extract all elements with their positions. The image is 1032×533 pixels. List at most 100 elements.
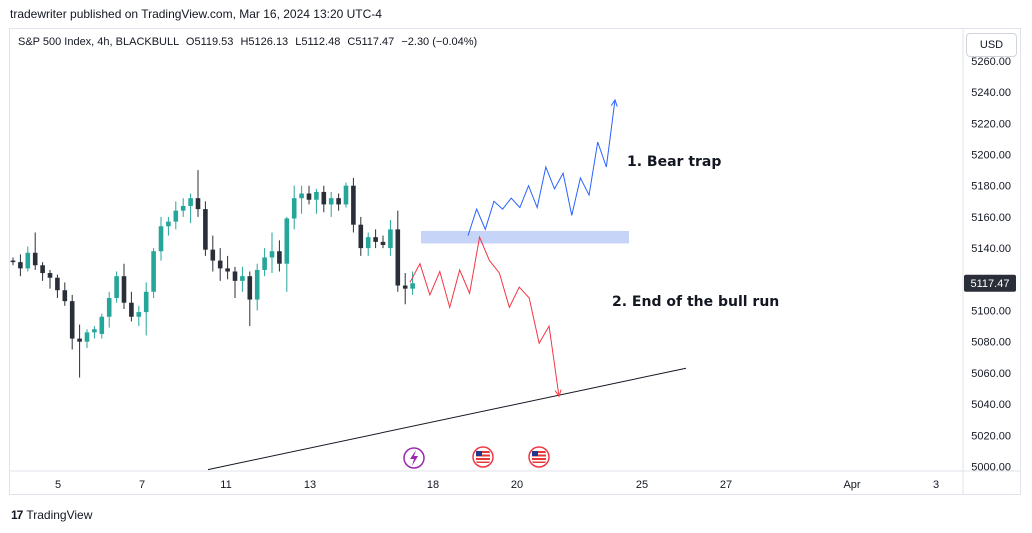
candle[interactable]: [40, 262, 45, 281]
candle[interactable]: [240, 266, 245, 292]
footer-brand[interactable]: 17 TradingView: [11, 508, 92, 522]
candle[interactable]: [210, 235, 216, 272]
candle-body: [232, 271, 238, 281]
change-value: −2.30 (−0.04%): [401, 36, 478, 48]
candle[interactable]: [328, 191, 334, 217]
candle[interactable]: [225, 255, 230, 280]
trendline[interactable]: [207, 367, 687, 471]
candles[interactable]: [10, 170, 415, 378]
candle[interactable]: [291, 185, 297, 230]
price-tick-label: 5080.00: [971, 337, 1011, 349]
candle[interactable]: [269, 232, 275, 274]
candle[interactable]: [77, 324, 82, 378]
price-tick-label: 5060.00: [971, 368, 1011, 380]
candle[interactable]: [365, 232, 371, 256]
candle[interactable]: [114, 271, 119, 303]
candle[interactable]: [299, 185, 304, 214]
time-tick-label: Apr: [843, 479, 860, 491]
price-tick-label: 5200.00: [971, 150, 1011, 162]
price-tick-label: 5100.00: [971, 306, 1011, 318]
candle[interactable]: [99, 313, 105, 339]
candle[interactable]: [358, 216, 364, 256]
us-flag-event-icon[interactable]: [528, 446, 550, 468]
candle[interactable]: [203, 201, 208, 256]
candle[interactable]: [262, 248, 267, 277]
candle[interactable]: [306, 185, 312, 205]
candle-body: [188, 198, 193, 206]
currency-button[interactable]: USD: [966, 33, 1017, 57]
candle[interactable]: [380, 235, 386, 249]
candle[interactable]: [151, 248, 156, 299]
candle[interactable]: [277, 240, 282, 272]
candle[interactable]: [32, 232, 38, 270]
candle[interactable]: [106, 291, 112, 328]
candle[interactable]: [166, 216, 171, 236]
candle[interactable]: [388, 220, 393, 256]
candle-body: [284, 218, 290, 264]
candle-body: [395, 229, 401, 286]
candle-body: [173, 210, 179, 222]
candle[interactable]: [232, 266, 238, 299]
candle[interactable]: [402, 273, 408, 305]
bullish-path[interactable]: [467, 99, 616, 236]
projection-paths[interactable]: [409, 98, 618, 398]
price-tick-label: 5020.00: [971, 430, 1011, 442]
bear-trap-label: 1. Bear trap: [627, 154, 721, 170]
candle[interactable]: [314, 188, 319, 214]
annotations: 1. Bear trap 2. End of the bull run: [612, 154, 779, 310]
candle[interactable]: [18, 254, 23, 277]
candle[interactable]: [55, 274, 60, 299]
time-tick-label: 13: [304, 479, 316, 491]
candle[interactable]: [321, 185, 327, 213]
time-tick-label: 27: [720, 479, 732, 491]
candle[interactable]: [188, 193, 193, 224]
candle[interactable]: [158, 216, 164, 261]
candle-body: [40, 265, 45, 274]
candle-body: [321, 191, 327, 205]
support-trendline[interactable]: [207, 367, 687, 471]
candle[interactable]: [343, 182, 349, 208]
candle-body: [314, 191, 319, 200]
candle[interactable]: [136, 305, 142, 327]
candle[interactable]: [25, 246, 31, 272]
candle-body: [99, 316, 105, 334]
candle-body: [269, 251, 275, 258]
candle-body: [180, 205, 186, 211]
candle[interactable]: [217, 248, 223, 281]
candle[interactable]: [62, 282, 68, 306]
candle[interactable]: [373, 229, 378, 249]
price-tick-label: 5260.00: [971, 56, 1011, 68]
candle-body: [410, 283, 415, 289]
candle[interactable]: [173, 201, 179, 230]
candle[interactable]: [247, 271, 253, 327]
us-flag-event-icon[interactable]: [472, 446, 494, 468]
candle[interactable]: [254, 263, 260, 311]
candle-body: [25, 252, 31, 269]
candle[interactable]: [195, 170, 201, 217]
candle[interactable]: [69, 294, 75, 350]
candle[interactable]: [129, 291, 134, 322]
bullish-arrowhead: [610, 98, 618, 107]
candle[interactable]: [143, 282, 149, 336]
candle-body: [306, 193, 312, 200]
bearish-path[interactable]: [409, 235, 560, 397]
earnings-event-icon[interactable]: [403, 447, 425, 469]
candle[interactable]: [10, 257, 16, 266]
price-tick-label: 5180.00: [971, 181, 1011, 193]
candle[interactable]: [92, 326, 97, 339]
candle[interactable]: [336, 193, 341, 211]
candle[interactable]: [284, 216, 290, 292]
candle[interactable]: [84, 329, 90, 348]
candle[interactable]: [410, 271, 415, 295]
open-value: O5119.53: [185, 36, 234, 48]
candle[interactable]: [180, 198, 186, 217]
candle[interactable]: [47, 269, 53, 289]
candle[interactable]: [351, 177, 356, 233]
candle[interactable]: [121, 263, 127, 309]
demand-zone[interactable]: [421, 230, 629, 244]
candle[interactable]: [395, 210, 401, 292]
event-markers[interactable]: [403, 446, 550, 469]
zone-rect[interactable]: [421, 230, 629, 244]
candle-body: [365, 237, 371, 249]
